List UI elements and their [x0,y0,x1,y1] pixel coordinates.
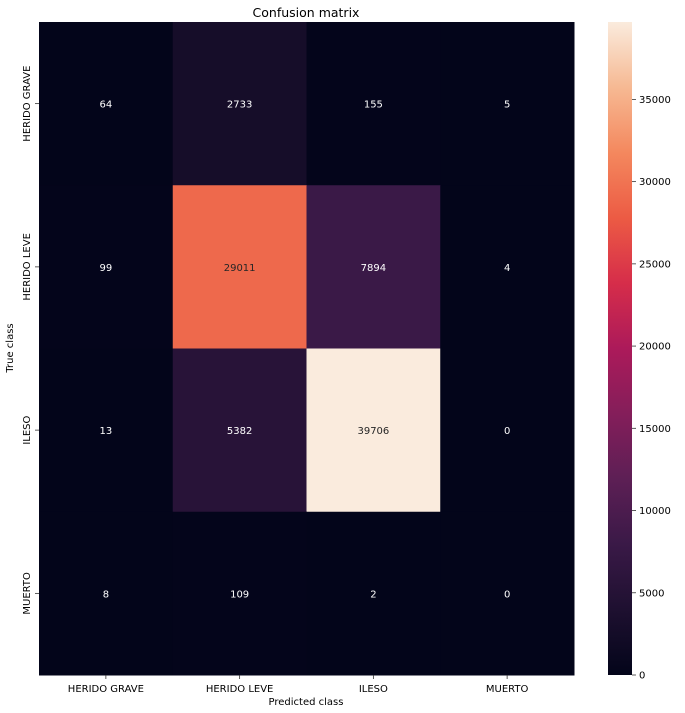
colorbar-tick-label-5: 25000 [639,259,671,270]
cell-label-r0-c3: 5 [504,100,510,111]
x-axis-label: Predicted class [269,697,344,708]
cell-label-r2-c1: 5382 [227,426,252,437]
cell-label-r2-c2: 39706 [357,426,389,437]
cell-r0-c0 [39,22,174,186]
cell-r0-c1 [172,22,307,186]
colorbar-tick-label-0: 0 [639,671,645,682]
cell-r0-c3 [440,22,575,186]
cell-label-r3-c2: 2 [370,589,376,600]
cell-r0-c2 [306,22,441,186]
cell-label-r1-c0: 99 [100,263,113,274]
cell-r3-c0 [39,511,174,676]
cell-label-r3-c1: 109 [230,589,249,600]
cell-r3-c3 [440,511,575,676]
cell-r1-c3 [440,185,575,349]
y-tick-label-3: MUERTO [22,572,33,615]
x-tick-label-1: HERIDO LEVE [206,684,274,695]
cell-r3-c1 [172,511,307,676]
colorbar-tick-label-1: 5000 [639,588,664,599]
cell-label-r2-c0: 13 [100,426,113,437]
colorbar [608,22,632,675]
heatmap-cell-labels: 64 2733 155 5 99 29011 7894 4 13 5382 39706 0 8 109 2 0 [100,100,511,601]
cell-label-r0-c2: 155 [364,100,383,111]
x-tick-label-0: HERIDO GRAVE [68,684,144,695]
cell-r1-c1 [172,185,307,349]
y-tick-label-0: HERIDO GRAVE [22,66,33,142]
cell-label-r1-c1: 29011 [224,263,256,274]
colorbar-tick-label-2: 10000 [639,506,671,517]
x-tick-label-3: MUERTO [486,684,529,695]
cell-label-r1-c2: 7894 [361,263,386,274]
cell-label-r1-c3: 4 [504,263,510,274]
cell-r2-c0 [39,348,174,513]
colorbar-ticks: 0 5000 10000 15000 20000 25000 30000 35000 [632,95,671,682]
cell-r2-c1 [172,348,307,513]
cell-r3-c2 [306,511,441,676]
cell-r2-c2 [306,348,441,513]
cell-label-r2-c3: 0 [504,426,510,437]
x-axis-ticks: HERIDO GRAVE HERIDO LEVE ILESO MUERTO [68,675,529,695]
cell-r1-c2 [306,185,441,349]
cell-label-r0-c0: 64 [100,100,113,111]
y-tick-label-2: ILESO [22,415,33,444]
y-axis-label: True class [5,323,16,373]
cell-r2-c3 [440,348,575,513]
colorbar-tick-label-6: 30000 [639,177,671,188]
y-axis-ticks: HERIDO GRAVE HERIDO LEVE ILESO MUERTO [22,66,39,615]
chart-title: Confusion matrix [253,5,360,20]
cell-label-r3-c3: 0 [504,589,510,600]
y-tick-label-1: HERIDO LEVE [22,233,33,301]
cell-r1-c0 [39,185,174,349]
heatmap-cells [39,22,575,676]
cell-label-r0-c1: 2733 [227,100,252,111]
colorbar-tick-label-4: 20000 [639,342,671,353]
x-tick-label-2: ILESO [359,684,388,695]
cell-label-r3-c0: 8 [103,589,109,600]
colorbar-tick-label-3: 15000 [639,424,671,435]
colorbar-tick-label-7: 35000 [639,95,671,106]
